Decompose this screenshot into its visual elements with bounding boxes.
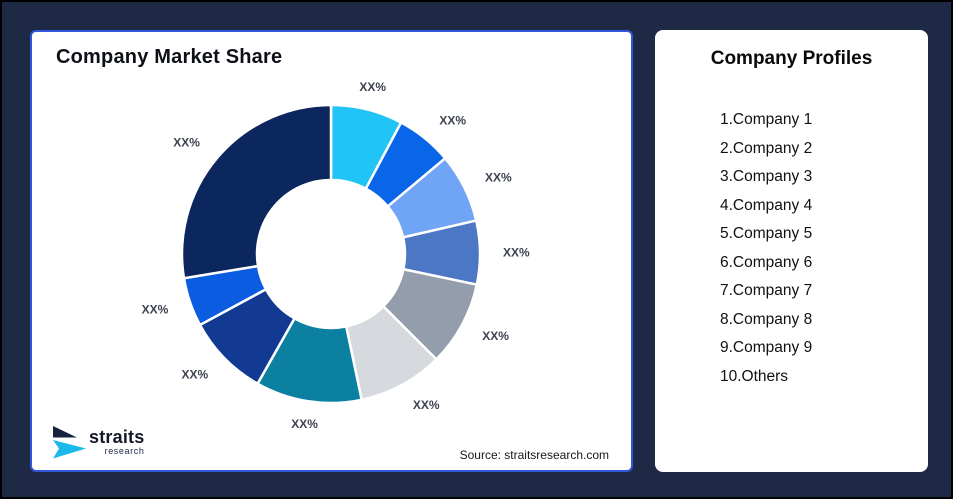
segment-value-label: XX%: [503, 245, 530, 259]
profiles-title: Company Profiles: [710, 48, 873, 69]
profiles-list: 1.Company 1 2.Company 2 3.Company 3 4.Compa…: [720, 106, 918, 391]
profile-list-item: 3.Company 3: [720, 168, 813, 185]
segment-value-label: XX%: [482, 329, 509, 343]
segment-value-label: XX%: [142, 303, 169, 317]
profile-list-item: 1.Company 1: [720, 111, 813, 128]
profile-list-item: 9.Company 9: [720, 339, 813, 356]
straits-research-logo: straits research: [52, 424, 144, 460]
segment-value-label: XX%: [439, 113, 466, 127]
donut-segment-10: [180, 103, 333, 280]
market-share-panel: Company Market Share XX% XX% XX% XX% XX% XX% X…: [30, 30, 633, 472]
logo-subtitle: research: [104, 446, 145, 456]
market-share-donut: XX% XX% XX% XX% XX% XX% XX% XX% XX% XX%: [142, 80, 530, 431]
chart-title: Company Market Share: [56, 46, 283, 68]
profile-list-item: 5.Company 5: [720, 225, 813, 242]
segment-value-label: XX%: [173, 136, 200, 150]
donut-chart-area: XX% XX% XX% XX% XX% XX% XX% XX% XX% XX%: [32, 32, 635, 474]
profile-list-item: 2.Company 2: [720, 139, 813, 157]
profile-list-item: 7.Company 7: [720, 282, 813, 299]
segment-value-label: XX%: [359, 80, 386, 94]
straits-logo-arrow-icon: [53, 426, 86, 459]
profile-list-item: 8.Company 8: [720, 310, 813, 328]
profile-list-item: 6.Company 6: [720, 253, 813, 271]
profile-list-item: 4.Company 4: [720, 196, 813, 214]
segment-value-label: XX%: [182, 368, 209, 382]
company-profiles-panel: Company Profiles 1.Company 1 2.Company 2 3…: [655, 30, 928, 472]
logo-wordmark: straits research: [89, 428, 144, 456]
profile-list-item: 10.Others: [720, 367, 789, 385]
segment-value-label: XX%: [413, 398, 440, 412]
segment-value-label: XX%: [485, 170, 512, 184]
source-note: Source: straitsresearch.com: [459, 448, 609, 462]
segment-value-label: XX%: [291, 417, 318, 431]
logo-name: straits: [89, 427, 145, 447]
